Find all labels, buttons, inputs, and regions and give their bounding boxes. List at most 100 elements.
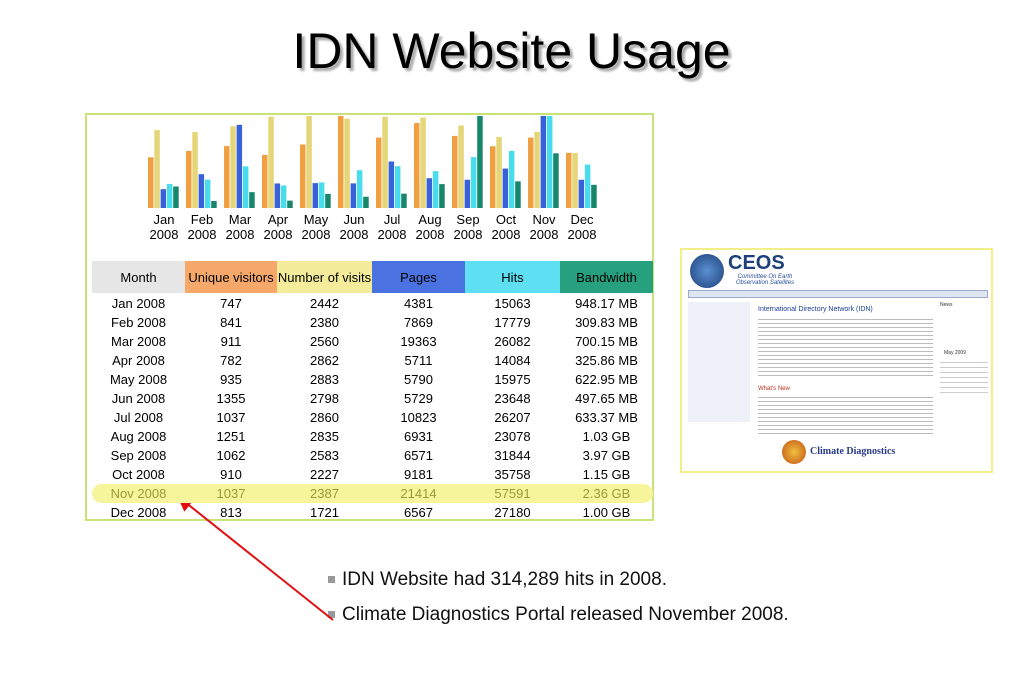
table-cell: 1.00 GB	[582, 505, 631, 520]
bar	[376, 137, 382, 208]
table-cell: Jan 2008	[111, 296, 166, 311]
table-cell: 2380	[310, 315, 339, 330]
table-cell: 700.15 MB	[575, 334, 638, 349]
bar	[344, 118, 350, 208]
table-cell: 5790	[404, 372, 433, 387]
table-cell: 2835	[310, 429, 339, 444]
table-cell: 1037	[216, 410, 246, 425]
table-cell: 9181	[404, 467, 433, 482]
bar	[325, 193, 331, 208]
table-cell: 6571	[404, 448, 433, 463]
bar	[262, 154, 268, 208]
table-cell: 633.37 MB	[575, 410, 638, 425]
table-cell: 6567	[404, 505, 433, 520]
table-cell: 948.17 MB	[575, 296, 638, 311]
table-cell: Sep 2008	[110, 448, 167, 463]
table-cell: 19363	[400, 334, 437, 349]
bar	[166, 183, 173, 208]
whats-new: What's New	[758, 386, 790, 392]
nav-bar	[688, 290, 988, 298]
bullet-marker	[328, 611, 335, 619]
left-sidebar	[688, 302, 750, 422]
table-cell: 325.86 MB	[575, 353, 638, 368]
bar	[338, 116, 344, 208]
bar	[528, 137, 534, 208]
calendar-title: May 2009	[944, 350, 966, 356]
table-cell: 747	[220, 296, 242, 311]
table-cell: 497.65 MB	[575, 391, 638, 406]
bar	[572, 153, 578, 208]
table-cell: 35758	[494, 467, 531, 482]
x-tick-label: Aug 2008	[415, 212, 445, 242]
portal-icon	[782, 440, 806, 464]
bar	[242, 166, 249, 208]
table-cell: Oct 2008	[112, 467, 165, 482]
table-cell: 1251	[216, 429, 246, 444]
bar	[490, 146, 496, 208]
bar	[553, 153, 559, 208]
table-header: Pages	[372, 261, 465, 293]
bar	[477, 116, 483, 208]
table-cell: 23078	[494, 429, 531, 444]
table-cell: 910	[220, 467, 242, 482]
bar	[496, 136, 502, 208]
table-header: Bandwidth	[560, 261, 653, 293]
table-cell: 57591	[494, 486, 531, 501]
bar	[414, 123, 420, 208]
bar	[546, 116, 553, 208]
table-cell: 2.36 GB	[582, 486, 631, 501]
x-tick-label: Mar 2008	[225, 212, 255, 242]
text-lines	[758, 394, 933, 434]
table-cell: 2387	[310, 486, 339, 501]
bar	[591, 184, 597, 208]
x-tick-label: Jan 2008	[149, 212, 179, 242]
calendar	[940, 358, 988, 394]
portal-title: Climate Diagnostics	[810, 446, 896, 457]
chart-panel	[85, 113, 654, 521]
table-cell: 6931	[404, 429, 433, 444]
main-heading: International Directory Network (IDN)	[758, 306, 873, 313]
table-cell: 2583	[310, 448, 339, 463]
bullet-marker	[328, 576, 335, 584]
table-cell: 2798	[310, 391, 339, 406]
table-cell: 15063	[494, 296, 531, 311]
table-cell: Apr 2008	[112, 353, 165, 368]
bar	[578, 179, 585, 208]
bar	[502, 168, 509, 208]
bar	[318, 182, 325, 208]
table-cell: Jul 2008	[113, 410, 164, 425]
table-cell: Mar 2008	[111, 334, 166, 349]
bar	[224, 146, 230, 208]
table-cell: 26207	[494, 410, 531, 425]
table-cell: 2883	[310, 372, 339, 387]
bar	[356, 170, 363, 208]
table-cell: 4381	[404, 296, 433, 311]
news-heading: News	[940, 302, 953, 308]
bar	[420, 117, 426, 208]
bar	[312, 183, 319, 208]
table-cell: Feb 2008	[111, 315, 166, 330]
table-cell: 5729	[404, 391, 433, 406]
table-cell: Aug 2008	[110, 429, 167, 444]
table-header: Unique visitors	[185, 261, 277, 293]
x-tick-label: May 2008	[301, 212, 331, 242]
bullet: Climate Diagnostics Portal released Nove…	[328, 604, 789, 626]
table-cell: 2227	[310, 467, 339, 482]
table-cell: 622.95 MB	[575, 372, 638, 387]
table-cell: 27180	[494, 505, 531, 520]
bar	[540, 116, 547, 208]
x-tick-label: Jul 2008	[377, 212, 407, 242]
x-tick-label: Jun 2008	[339, 212, 369, 242]
table-cell: 1721	[310, 505, 339, 520]
bar	[230, 126, 236, 208]
table-cell: 5711	[404, 353, 433, 368]
bar	[306, 116, 312, 208]
bar	[287, 200, 293, 208]
table-cell: 7869	[404, 315, 433, 330]
table-header: Hits	[465, 261, 560, 293]
bar	[515, 181, 521, 208]
bar	[470, 157, 477, 208]
bullet-text: Climate Diagnostics Portal released Nove…	[342, 604, 789, 625]
